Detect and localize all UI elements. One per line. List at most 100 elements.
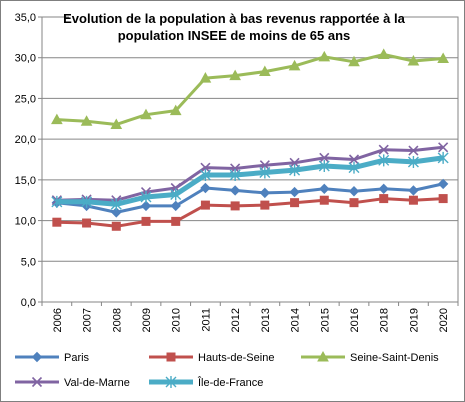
y-tick-label: 5,0 — [21, 256, 36, 268]
data-point — [289, 164, 301, 177]
x-tick-label: 2006 — [52, 308, 64, 332]
legend-entry: Val-de-Marne — [15, 376, 130, 389]
legend-entry: Hauts-de-Seine — [149, 352, 274, 364]
series-line — [56, 182, 444, 214]
data-point — [140, 200, 152, 212]
y-tick-label: 30,0 — [15, 53, 36, 65]
legend-label: Hauts-de-Seine — [198, 352, 274, 364]
data-point — [318, 160, 330, 173]
data-point — [318, 50, 331, 62]
y-tick-label: 35,0 — [15, 12, 36, 24]
x-tick-label: 2013 — [260, 308, 272, 332]
x-tick-label: 2020 — [438, 308, 450, 332]
data-point — [51, 113, 63, 125]
data-point — [141, 216, 151, 226]
data-point — [289, 186, 300, 198]
series-layer — [51, 48, 449, 231]
data-point — [288, 59, 301, 71]
data-point — [407, 155, 419, 168]
axes: 0,0 5,0 10,0 15,0 20,0 25,0 30,0 35,0 2006 2007 20… — [15, 12, 459, 332]
data-point — [199, 72, 212, 83]
data-point — [229, 69, 241, 81]
series-line — [56, 197, 444, 228]
data-point — [349, 198, 359, 208]
data-point — [200, 182, 211, 194]
data-point — [230, 201, 240, 211]
data-point — [200, 162, 211, 173]
data-point — [348, 186, 360, 197]
data-point — [437, 52, 449, 64]
data-point — [408, 195, 418, 205]
data-point — [80, 115, 93, 126]
x-tick-label: 2018 — [379, 308, 391, 332]
data-point — [259, 166, 271, 179]
legend-label: Île-de-France — [197, 376, 263, 389]
legend-entry: Île-de-France — [149, 376, 263, 389]
x-tick-label: 2014 — [290, 308, 302, 332]
legend-marker — [31, 351, 43, 363]
data-point — [52, 217, 62, 227]
legend-marker — [166, 352, 176, 362]
legend-marker — [31, 376, 43, 388]
x-tick-label: 2007 — [82, 308, 94, 332]
series-line — [56, 155, 444, 207]
data-point — [348, 154, 360, 165]
chart-title-line-2: population INSEE de moins de 65 ans — [118, 28, 351, 43]
data-point — [319, 152, 330, 163]
data-point — [379, 194, 389, 204]
title-background — [69, 10, 399, 48]
data-point — [51, 195, 63, 208]
data-point — [437, 151, 449, 164]
data-point — [319, 183, 330, 195]
x-tick-label: 2011 — [200, 308, 212, 332]
data-point — [348, 161, 360, 174]
data-point — [229, 168, 241, 181]
data-point — [408, 145, 419, 156]
data-point — [110, 198, 122, 211]
data-point — [378, 154, 390, 167]
series-line — [56, 53, 444, 126]
data-point — [140, 108, 152, 120]
data-point — [408, 185, 419, 196]
x-tick-label: 2016 — [349, 308, 361, 332]
data-point — [377, 48, 390, 59]
y-tick-label: 0,0 — [21, 297, 36, 309]
legend-entry: Seine-Saint-Denis — [301, 350, 439, 364]
chart-title-line-1: Evolution de la population à bas revenus… — [63, 11, 405, 26]
data-point — [82, 218, 92, 228]
data-point — [170, 200, 181, 212]
x-tick-label: 2010 — [171, 308, 183, 332]
y-tick-label: 20,0 — [15, 134, 36, 146]
data-point — [110, 118, 123, 129]
data-point — [140, 190, 152, 203]
y-tick-label: 15,0 — [15, 175, 36, 187]
data-point — [289, 157, 300, 168]
data-point — [111, 207, 122, 218]
x-tick-label: 2009 — [141, 308, 153, 332]
x-tick-label: 2012 — [230, 308, 242, 332]
data-point — [169, 104, 182, 116]
data-point — [290, 198, 300, 208]
data-point — [348, 55, 360, 67]
data-point — [171, 216, 181, 226]
data-point — [438, 194, 448, 204]
data-point — [199, 168, 211, 181]
series-seine-saint-denis — [51, 48, 449, 129]
data-point — [81, 195, 93, 208]
data-point — [259, 187, 271, 199]
data-point — [170, 188, 182, 201]
data-point — [260, 200, 270, 210]
data-point — [111, 221, 121, 231]
x-tick-label: 2019 — [408, 308, 420, 332]
series-val-de-marne — [51, 142, 449, 206]
y-tick-label: 10,0 — [15, 216, 36, 228]
series--le-de-france — [51, 151, 449, 211]
x-tick-label: 2008 — [111, 308, 123, 332]
data-point — [229, 185, 241, 196]
data-point — [378, 183, 389, 195]
data-point — [378, 144, 389, 155]
legend: Paris Hauts-de-Seine Seine-Saint-Denis Val-… — [15, 350, 439, 389]
series-line — [56, 145, 444, 202]
data-point — [407, 54, 420, 66]
